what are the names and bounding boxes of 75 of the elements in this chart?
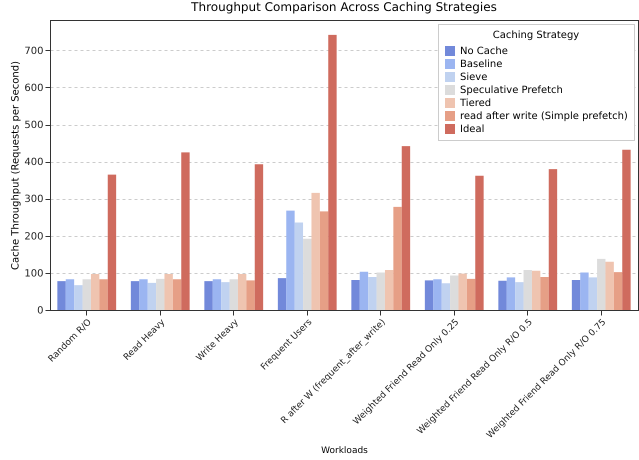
bar [498,280,507,310]
bar [588,277,598,310]
bar [548,169,558,310]
legend-label: Ideal [460,124,484,135]
bar [181,152,190,310]
bar [597,258,606,310]
y-tick-label: 700 [24,46,44,57]
bar [376,272,385,310]
bar [148,282,156,310]
bar [57,281,66,310]
bar [532,270,540,310]
bar [360,272,368,310]
bar [278,278,286,310]
y-tick-label: 100 [24,268,44,280]
bar [475,176,484,310]
bar [286,210,295,310]
legend-label: Baseline [460,59,502,70]
bar [90,274,100,310]
legend-label: Tiered [459,98,492,109]
bar [82,279,91,310]
bar [130,281,140,310]
bar [540,276,549,310]
bar [458,274,467,310]
legend-label: Speculative Prefetch [460,85,563,96]
bar [368,276,377,310]
bar [614,272,622,310]
y-tick-label: 400 [24,157,44,168]
legend-title: Caching Strategy [492,30,580,41]
bar [402,146,410,310]
bar [66,279,74,310]
bar [294,222,304,310]
bar [515,282,524,310]
legend-label: Sieve [460,72,488,83]
bar [466,278,476,310]
y-tick-label: 300 [24,194,44,206]
bar [433,279,442,310]
bar [384,270,394,310]
bar [74,285,83,310]
bar [238,274,246,310]
bar [424,280,434,310]
bar [156,278,164,310]
bar [442,283,450,310]
bar [580,272,589,310]
x-axis-title: Workloads [321,446,368,456]
y-tick-label: 200 [24,231,44,242]
y-tick-label: 600 [24,82,44,94]
bar [164,274,173,310]
bar [204,281,213,310]
bar [311,192,320,310]
y-axis-title: Cache Throughput (Requests per Second) [10,60,22,270]
bar [99,279,108,310]
bar [320,211,328,310]
bar [221,282,230,310]
legend-label: No Cache [460,46,508,57]
bar [572,280,580,310]
bar [506,277,516,310]
y-tick-label: 0 [37,306,44,316]
y-tick-label: 500 [24,120,44,132]
legend-label: read after write (Simple prefetch) [460,111,628,122]
bar [524,270,532,310]
bar [351,280,360,310]
bar [212,279,222,310]
bar [393,206,402,310]
bar [303,238,312,310]
bar [246,280,255,310]
bar [450,276,458,310]
bar [254,164,264,310]
bar [108,174,116,310]
bar [230,279,238,310]
bar [328,34,337,310]
bar [172,279,182,310]
bar [139,279,148,310]
bar [622,150,631,310]
bar [605,262,614,310]
chart-title: Throughput Comparison Across Caching Strategies [190,0,497,14]
